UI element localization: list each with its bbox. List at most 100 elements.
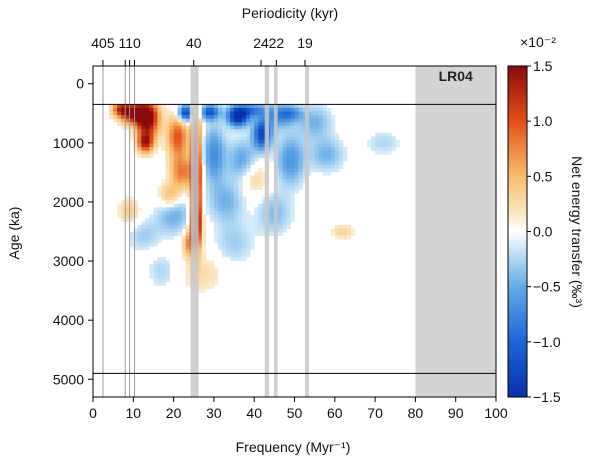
- heat-cell: [246, 239, 251, 244]
- heat-cell: [290, 196, 295, 201]
- heat-cell: [133, 104, 138, 109]
- heat-cell: [383, 150, 388, 155]
- heat-cell: [205, 139, 211, 144]
- heat-cell: [310, 129, 316, 134]
- heat-cell: [298, 164, 303, 169]
- heat-cell: [217, 107, 223, 112]
- period-tick-label: 19: [297, 35, 313, 51]
- heat-cell: [141, 235, 146, 240]
- heat-cell: [181, 157, 187, 162]
- heat-cell: [205, 278, 211, 283]
- heat-cell: [230, 178, 235, 183]
- heat-cell: [286, 214, 291, 219]
- y-tick-label: 1000: [53, 135, 84, 151]
- heat-cell: [197, 207, 203, 212]
- heat-cell: [157, 271, 162, 276]
- heat-cell: [217, 168, 223, 173]
- heat-cell: [161, 228, 166, 233]
- heat-cell: [282, 210, 287, 215]
- heat-cell: [314, 146, 320, 151]
- heat-cell: [165, 200, 170, 205]
- heat-cell: [141, 118, 146, 123]
- heat-cell: [254, 132, 259, 137]
- heat-cell: [161, 221, 166, 226]
- heat-cell: [177, 225, 183, 229]
- heat-cell: [221, 196, 227, 201]
- heat-cell: [113, 118, 118, 123]
- heat-cell: [177, 168, 183, 173]
- heat-cell: [314, 115, 320, 120]
- heat-cell: [234, 132, 239, 137]
- heat-cell: [242, 228, 247, 233]
- heat-cell: [173, 193, 179, 198]
- heat-cell: [254, 214, 259, 219]
- heat-cell: [225, 249, 231, 254]
- heat-cell: [181, 136, 187, 141]
- heat-cell: [133, 203, 138, 208]
- heat-cell: [383, 136, 388, 141]
- heat-cell: [278, 225, 283, 229]
- heat-cell: [209, 200, 215, 205]
- heat-cell: [165, 274, 170, 279]
- heat-cell: [217, 225, 223, 229]
- heat-cell: [242, 129, 247, 134]
- heat-cell: [145, 115, 150, 120]
- heat-cell: [250, 157, 255, 162]
- heat-cell: [294, 182, 299, 187]
- heat-cell: [205, 146, 211, 151]
- heat-cell: [371, 139, 376, 144]
- heat-cell: [302, 157, 307, 162]
- heat-cell: [221, 132, 227, 137]
- heat-cell: [318, 104, 324, 109]
- heat-cell: [153, 214, 158, 219]
- heat-cell: [125, 210, 130, 215]
- heat-cell: [129, 118, 134, 123]
- heat-cell: [258, 171, 263, 176]
- heat-cell: [161, 264, 166, 268]
- heat-cell: [330, 164, 336, 169]
- heat-cell: [250, 185, 255, 190]
- heat-cell: [141, 104, 146, 109]
- heat-cell: [165, 154, 170, 159]
- heat-cell: [258, 217, 263, 222]
- heat-cell: [286, 125, 291, 130]
- heat-cell: [234, 193, 239, 198]
- heat-cell: [185, 193, 191, 198]
- heat-cell: [234, 207, 239, 212]
- heat-cell: [133, 228, 138, 233]
- heat-cell: [258, 129, 263, 134]
- heat-cell: [258, 210, 263, 215]
- heat-cell: [129, 129, 134, 134]
- heat-cell: [278, 185, 283, 190]
- heat-cell: [185, 146, 191, 151]
- heat-cell: [286, 118, 291, 123]
- heat-cell: [302, 143, 307, 148]
- heat-cell: [173, 189, 179, 194]
- heat-cell: [209, 278, 215, 283]
- heat-cell: [225, 178, 231, 183]
- heat-cell: [165, 193, 170, 198]
- heat-cell: [165, 267, 170, 272]
- heat-cell: [149, 221, 154, 226]
- heat-cell: [217, 203, 223, 208]
- heat-cell: [258, 111, 263, 116]
- heat-cell: [238, 150, 243, 155]
- heat-cell: [157, 278, 162, 283]
- heat-cell: [334, 228, 340, 233]
- heat-cell: [209, 143, 215, 148]
- heat-cell: [117, 207, 122, 212]
- heat-cell: [185, 274, 191, 279]
- x-tick-label: 70: [367, 405, 383, 421]
- heat-cell: [318, 154, 324, 159]
- heat-cell: [181, 132, 187, 137]
- heat-cell: [217, 143, 223, 148]
- heat-cell: [109, 104, 114, 109]
- heat-cell: [221, 246, 227, 251]
- heat-cell: [238, 203, 243, 208]
- heat-cell: [157, 132, 162, 137]
- x-tick-label: 0: [89, 405, 97, 421]
- heat-cell: [254, 111, 259, 116]
- heat-cell: [169, 200, 174, 205]
- heat-cell: [141, 150, 146, 155]
- heat-cell: [201, 249, 207, 254]
